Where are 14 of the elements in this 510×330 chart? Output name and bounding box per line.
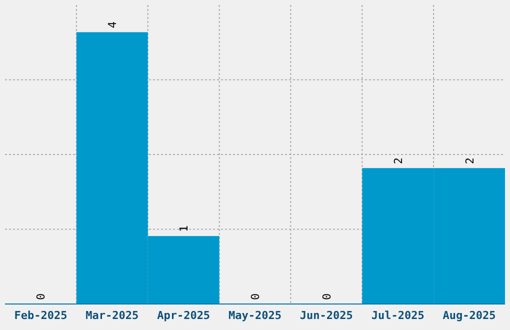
data-label: 4 — [106, 21, 120, 28]
x-tick-label: Mar-2025 — [86, 309, 139, 322]
x-tick-label: Apr-2025 — [157, 309, 210, 322]
data-label: 1 — [178, 225, 191, 232]
x-tick-label: Jul-2025 — [371, 309, 424, 322]
x-tick-label: Feb-2025 — [14, 309, 68, 322]
data-label: 2 — [392, 157, 405, 164]
data-label: 2 — [463, 157, 476, 164]
x-tick-label: Aug-2025 — [442, 309, 496, 322]
x-tick-label: Jun-2025 — [300, 309, 353, 322]
data-label: 0 — [249, 293, 262, 300]
x-tick-label: May-2025 — [228, 309, 282, 322]
data-label: 0 — [34, 293, 48, 300]
data-label: 0 — [320, 293, 334, 300]
